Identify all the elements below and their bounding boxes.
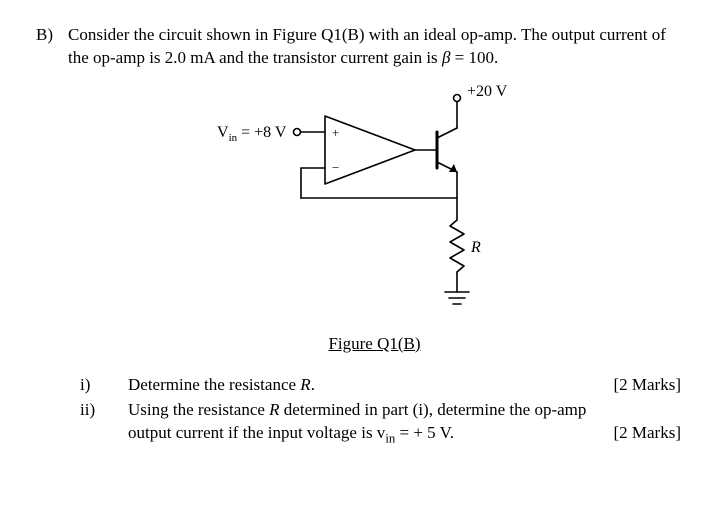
figure-caption: Figure Q1(B) [68,333,681,356]
resistor-r [450,220,464,272]
part-ii-text: Using the resistance R determined in par… [128,399,681,448]
part-i: i) [2 Marks] Determine the resistance R. [68,374,681,397]
question-body: Consider the circuit shown in Figure Q1(… [68,24,681,449]
part-i-label: i) [68,374,128,397]
part-i-R: R [300,375,310,394]
supply-node [453,94,460,101]
part-ii-l2a: output current if the input voltage is v [128,423,385,442]
circuit-figure: +20 V Vin = +8 V + − R [68,80,681,327]
opamp-plus: + [332,125,339,140]
question-text-1: Consider the circuit shown in Figure Q1(… [68,25,666,67]
part-i-marks: [2 Marks] [613,374,681,397]
part-ii-l2b: = + 5 V. [395,423,454,442]
vin-node [293,128,300,135]
part-i-t2: . [311,375,315,394]
opamp-minus: − [332,160,339,175]
part-ii-R: R [269,400,279,419]
part-ii-l1b: determined in part (i), determine the op… [280,400,587,419]
part-ii-marks: [2 Marks] [613,422,681,445]
r-label: R [470,239,481,256]
part-i-text: [2 Marks] Determine the resistance R. [128,374,681,397]
question-text-2: = 100. [450,48,498,67]
part-ii-l1a: Using the resistance [128,400,269,419]
question-b: B) Consider the circuit shown in Figure … [36,24,681,449]
part-ii: ii) Using the resistance R determined in… [68,399,681,448]
parts-list: i) [2 Marks] Determine the resistance R.… [68,374,681,447]
part-i-t1: Determine the resistance [128,375,300,394]
part-ii-vin-sub: in [385,431,395,445]
vin-label: Vin = +8 V [217,124,287,144]
question-label: B) [36,24,68,449]
part-ii-label: ii) [68,399,128,422]
circuit-svg: +20 V Vin = +8 V + − R [205,80,545,320]
supply-label: +20 V [467,83,508,100]
bjt-collector [437,128,457,138]
